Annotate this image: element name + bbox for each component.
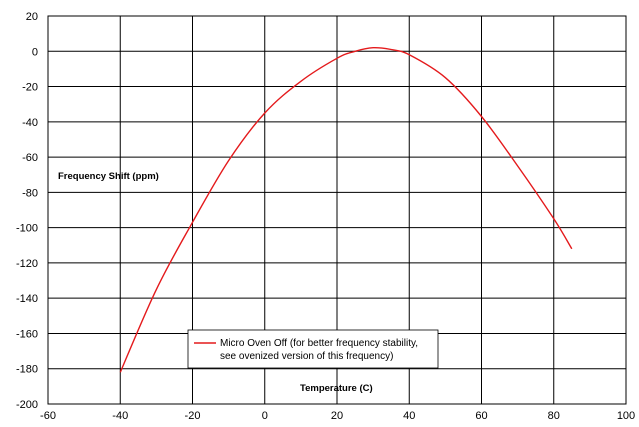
x-tick-label: 80 — [548, 410, 560, 422]
x-tick-label: -40 — [112, 410, 128, 422]
plot-border — [47, 15, 627, 405]
x-tick-label: 40 — [403, 410, 415, 422]
legend: Micro Oven Off (for better frequency sta… — [187, 329, 439, 369]
y-tick-label: -40 — [22, 117, 38, 129]
y-tick-label: -120 — [16, 258, 38, 270]
x-tick-label: 20 — [331, 410, 343, 422]
y-tick-label: -80 — [22, 187, 38, 199]
x-axis-label: Temperature (C) — [300, 383, 373, 394]
x-tick-label: 0 — [262, 410, 268, 422]
legend-box — [187, 329, 439, 369]
y-tick-label: 0 — [32, 46, 38, 58]
y-tick-label: -20 — [22, 82, 38, 94]
y-tick-label: -100 — [16, 223, 38, 235]
y-axis-label: Frequency Shift (ppm) — [58, 171, 159, 182]
y-tick-label: -200 — [16, 399, 38, 411]
x-tick-labels: -60 -40 -20 0 20 40 60 80 100 — [40, 410, 635, 422]
y-tick-label: 20 — [26, 11, 38, 23]
legend-label-line-1: Micro Oven Off (for better frequency sta… — [220, 338, 418, 349]
x-tick-label: -20 — [185, 410, 201, 422]
y-tick-label: -60 — [22, 152, 38, 164]
y-tick-label: -180 — [16, 364, 38, 376]
x-tick-label: 100 — [617, 410, 635, 422]
x-tick-label: -60 — [40, 410, 56, 422]
series-line-micro-oven-off — [119, 46, 573, 373]
legend-label-line-2: see ovenized version of this frequency) — [220, 351, 393, 362]
x-tick-label: 60 — [475, 410, 487, 422]
y-tick-label: -160 — [16, 328, 38, 340]
y-tick-label: -140 — [16, 293, 38, 305]
y-tick-labels: 20 0 -20 -40 -60 -80 -100 -120 -140 -160 -180 -200 — [16, 11, 38, 411]
